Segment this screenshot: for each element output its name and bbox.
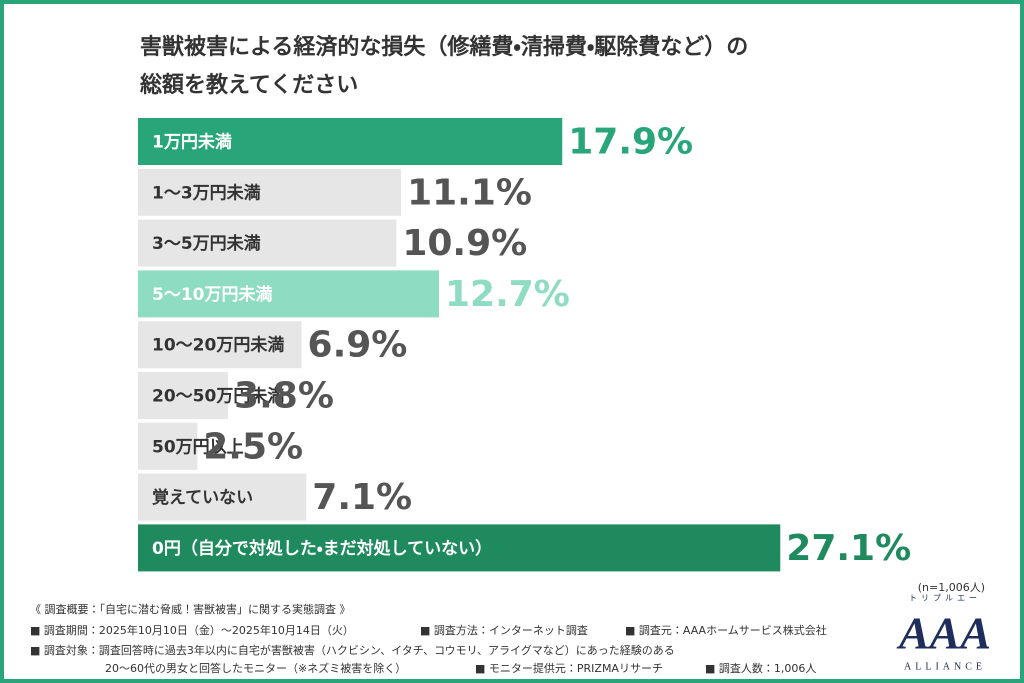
footer-note: ■ モニター提供元：PRIZMAリサーチ	[475, 661, 663, 675]
bar	[138, 118, 563, 165]
footer-note: ■ 調査人数：1,006人	[705, 661, 816, 675]
bar	[138, 422, 198, 470]
footer-note: ■ 調査期間：2025年10月10日（金）〜2025年10月14日（火）	[30, 623, 354, 637]
category-label: 0円（自分で対処した・まだ対処していない）	[152, 538, 492, 559]
value-label: 2.5%	[203, 426, 303, 467]
category-label: 3〜5万円未満	[152, 233, 261, 254]
footer-note: ■ 調査元：AAAホームサービス株式会社	[625, 623, 827, 637]
category-label: 10〜20万円未満	[152, 335, 284, 356]
footer-note: 20〜60代の男女と回答したモニター（※ネズミ被害を除く）	[105, 661, 406, 675]
value-label: 27.1%	[786, 528, 911, 569]
category-label: 50万円以上	[152, 437, 244, 457]
footer-note: ■ 調査方法：インターネット調査	[420, 623, 588, 637]
bar	[138, 270, 439, 318]
logo-kana: トリプルエー	[909, 594, 981, 603]
value-label: 12.7%	[445, 274, 570, 315]
value-label: 11.1%	[407, 172, 532, 213]
bar	[138, 372, 229, 419]
footer-note: ■ 調査対象：調査回答時に過去3年以内に自宅が害獣被害（ハクビシン、イタチ、コウ…	[30, 643, 675, 657]
bar	[138, 168, 402, 216]
category-label: 5〜10万円未満	[152, 284, 273, 305]
bar	[138, 321, 302, 369]
value-label: 10.9%	[402, 223, 527, 264]
chart-title: 害獣被害による経済的な損失（修繕費・清掃費・駆除費など）の	[140, 34, 748, 60]
category-label: 覚えていない	[152, 487, 253, 508]
category-label: 1〜3万円未満	[152, 182, 261, 203]
category-label: 1万円未満	[152, 132, 232, 153]
bar	[138, 524, 781, 572]
value-label: 17.9%	[568, 122, 693, 163]
value-label: 3.8%	[234, 376, 334, 417]
logo-name: ALLIANCE	[904, 661, 986, 672]
sample-note: (n=1,006人)	[918, 581, 985, 594]
bar	[138, 219, 397, 267]
value-label: 6.9%	[308, 325, 408, 366]
bar	[138, 473, 307, 521]
value-label: 7.1%	[312, 477, 412, 518]
chart-title: 総額を教えてください	[139, 72, 358, 98]
footer-note: 《 調査概要：「自宅に潜む脅威！害獣被害」に関する実態調査 》	[30, 602, 351, 616]
category-label: 20〜50万円未満	[152, 386, 284, 407]
logo-mark: AAA	[896, 608, 991, 659]
